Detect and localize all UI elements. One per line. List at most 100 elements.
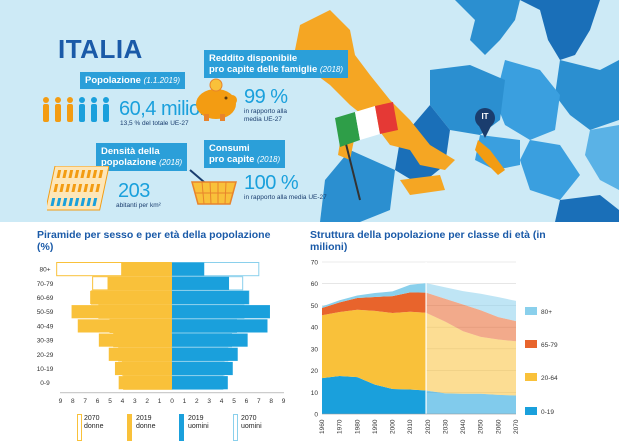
area-x-tick: 2010 — [407, 419, 414, 434]
area-x-tick: 1970 — [337, 419, 344, 434]
consumi-sub: in rapporto alla media UE-27 — [244, 194, 327, 201]
consumi-value: 100 % — [244, 172, 299, 194]
pyramid-x-tick: 8 — [269, 398, 273, 405]
area-x-tick: 2050 — [478, 419, 485, 434]
bar-2019-donne — [77, 319, 172, 333]
area-series-0-19-projection — [426, 390, 516, 414]
bar-2019-uomini — [172, 361, 233, 376]
area-y-tick: 40 — [311, 325, 319, 332]
pyramid-x-tick: 1 — [183, 398, 187, 405]
pyramid-x-tick: 5 — [108, 398, 112, 405]
pyramid-x-tick: 3 — [133, 398, 137, 405]
legend-2019-uomini-sex: uomini — [188, 423, 209, 430]
area-legend-swatch-65-79 — [525, 340, 537, 348]
reddito-label-line1: Reddito disponibile — [209, 53, 298, 64]
popolazione-value: 60,4 milioni — [119, 98, 215, 120]
pyramid-age-label: 60-69 — [37, 295, 54, 302]
bar-2019-donne — [114, 361, 172, 376]
bar-2019-donne — [71, 305, 172, 319]
people-icon — [43, 97, 109, 122]
pyramid-x-tick: 2 — [195, 398, 199, 405]
popolazione-sub: 13,5 % del totale UE-27 — [120, 120, 189, 127]
densita-value: 203 — [118, 180, 150, 202]
legend-2019-donne-year: 2019 — [136, 415, 152, 422]
densita-date: (2018) — [159, 158, 183, 167]
area-legend-label-20-64: 20-64 — [541, 375, 558, 382]
reddito-sub-line2: media UE-27 — [244, 116, 282, 123]
bar-2019-uomini — [172, 333, 248, 347]
area-x-tick: 1990 — [372, 419, 379, 434]
europe-map — [295, 0, 619, 222]
popolazione-label-box: Popolazione (1.1.2019) — [80, 72, 186, 89]
area-y-tick: 10 — [311, 390, 319, 397]
area-x-tick: 1980 — [354, 419, 361, 434]
bar-2019-donne — [90, 290, 172, 305]
piggy-bank-icon — [196, 78, 237, 121]
area-legend-swatch-80+ — [525, 307, 537, 315]
area-series-0-19-historic — [322, 376, 427, 414]
map-land — [320, 0, 619, 222]
area-y-tick: 70 — [311, 260, 319, 267]
legend-2070-donne: 2070 donne — [84, 415, 103, 431]
country-title: ITALIA — [58, 34, 143, 64]
pyramid-x-tick: 6 — [245, 398, 249, 405]
densita-label-line1: Densità della — [101, 146, 160, 157]
pyramid-x-tick: 7 — [83, 398, 87, 405]
area-y-tick: 0 — [314, 412, 318, 419]
area-x-tick: 2070 — [513, 419, 520, 434]
bar-2019-uomini — [172, 376, 228, 390]
legend-2070-donne-sex: donne — [84, 423, 104, 430]
area-legend-swatch-0-19 — [525, 407, 537, 415]
densita-label-box: Densità della popolazione (2018) — [96, 143, 188, 171]
area-x-tick: 2020 — [425, 419, 432, 434]
bar-2019-donne — [118, 376, 172, 390]
area-x-tick: 2060 — [495, 419, 502, 434]
area-x-tick: 2040 — [460, 419, 467, 434]
area-series-65-79-projection — [426, 292, 516, 342]
pyramid-age-label: 30-39 — [37, 338, 54, 345]
shopping-basket-icon — [189, 169, 237, 205]
bar-2019-uomini — [172, 305, 270, 319]
consumi-label-box: Consumi pro capite (2018) — [204, 140, 286, 168]
area-legend-swatch-20-64 — [525, 373, 537, 381]
densita-label-line2: popolazione — [101, 157, 157, 168]
area-x-tick: 2030 — [442, 419, 449, 434]
area-x-tick: 1960 — [319, 419, 326, 434]
bar-2019-uomini — [172, 319, 268, 333]
pyramid-age-label: 70-79 — [37, 281, 54, 288]
legend-swatch-2070-uomini — [233, 414, 238, 441]
bar-2019-uomini — [172, 347, 238, 361]
pyramid-age-label: 50-59 — [37, 309, 54, 316]
bar-2019-uomini — [172, 276, 230, 290]
legend-swatch-2019-uomini — [179, 414, 184, 441]
area-y-tick: 20 — [311, 368, 319, 375]
area-series-80+-historic — [322, 283, 427, 309]
italy-flag — [335, 102, 398, 201]
density-grid-icon — [47, 166, 109, 211]
legend-2019-donne-sex: donne — [136, 423, 156, 430]
legend-swatch-2070-donne — [77, 414, 82, 441]
bar-2019-donne — [107, 276, 172, 290]
consumi-label-line2: pro capite — [209, 154, 255, 165]
map-marker-label: IT — [481, 112, 489, 121]
map-marker-icon — [475, 108, 495, 138]
pyramid-x-tick: 3 — [207, 398, 211, 405]
pyramid-x-tick: 9 — [59, 398, 63, 405]
pyramid-x-tick: 6 — [96, 398, 100, 405]
pyramid-age-label: 80+ — [39, 267, 50, 274]
area-legend-label-65-79: 65-79 — [541, 342, 558, 349]
area-series-20-64-historic — [322, 309, 427, 391]
legend-2070-uomini-year: 2070 — [241, 415, 257, 422]
pyramid-legend: 2070 donne 2019 donne 2019 uomini 2070 uomin… — [75, 410, 275, 444]
popolazione-label: Popolazione — [85, 75, 141, 86]
area-y-tick: 50 — [311, 303, 319, 310]
area-y-tick: 30 — [311, 346, 319, 353]
area-x-tick: 2000 — [390, 419, 397, 434]
area-series-20-64-projection — [426, 312, 516, 396]
bar-2019-donne — [121, 262, 172, 276]
bar-2019-uomini — [172, 262, 205, 276]
pyramid-x-tick: 9 — [282, 398, 286, 405]
legend-2070-donne-year: 2070 — [84, 415, 100, 422]
legend-2070-uomini: 2070 uomini — [241, 415, 262, 431]
